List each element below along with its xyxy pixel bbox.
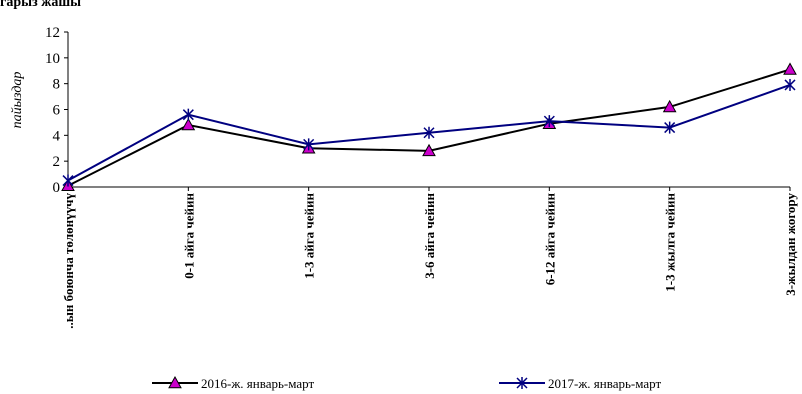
x-category-label: 0-1 айга чейин	[181, 192, 196, 278]
legend-marker	[516, 377, 528, 389]
x-category-label: 1-3 айга чейин	[302, 192, 317, 278]
x-category-label: 3-6 айга чейин	[422, 192, 437, 278]
series-layer	[61, 62, 797, 192]
chart-header-text: гарыз жашы	[0, 0, 82, 10]
data-point	[422, 143, 436, 157]
x-category-label: ..ын боюнча төлөнүүчү	[61, 193, 76, 329]
data-point	[303, 138, 315, 151]
y-axis: 0 2 4 6 8 10 12	[45, 25, 69, 196]
y-tick-label: 6	[53, 103, 61, 119]
data-point	[784, 78, 796, 91]
data-point	[62, 174, 74, 187]
legend-item-1: 2016-ж. январь-март	[152, 375, 314, 391]
data-point	[783, 62, 797, 75]
data-point	[181, 117, 196, 131]
y-tick-label: 2	[53, 154, 61, 170]
y-tick-label: 12	[45, 25, 60, 41]
legend: 2016-ж. январь-март 2017-ж. январь-март	[152, 375, 661, 391]
legend-label: 2016-ж. январь-март	[201, 376, 314, 391]
data-point	[664, 121, 676, 134]
data-point	[423, 126, 435, 139]
y-tick-label: 0	[53, 180, 61, 196]
y-tick-label: 8	[53, 77, 61, 93]
y-axis-label: пайыздар	[10, 72, 25, 129]
data-point	[543, 115, 555, 128]
data-point	[662, 99, 677, 113]
x-category-label: 1-3 жылга чейин	[663, 193, 678, 292]
y-tick-label: 4	[53, 128, 61, 144]
series-2	[62, 78, 796, 187]
chart-header: гарыз жашы	[0, 0, 81, 11]
y-tick-label: 10	[45, 51, 60, 67]
x-category-label: 3-жылдан жогору	[783, 193, 798, 296]
legend-item-2: 2017-ж. январь-март	[499, 376, 661, 391]
x-axis: ..ын боюнча төлөнүүчү 0-1 айга чейин 1-3 а…	[61, 186, 798, 329]
legend-label: 2017-ж. январь-март	[548, 376, 661, 391]
x-category-label: 6-12 айга чейин	[542, 192, 557, 285]
data-point	[182, 108, 194, 121]
legend-marker	[168, 375, 182, 389]
